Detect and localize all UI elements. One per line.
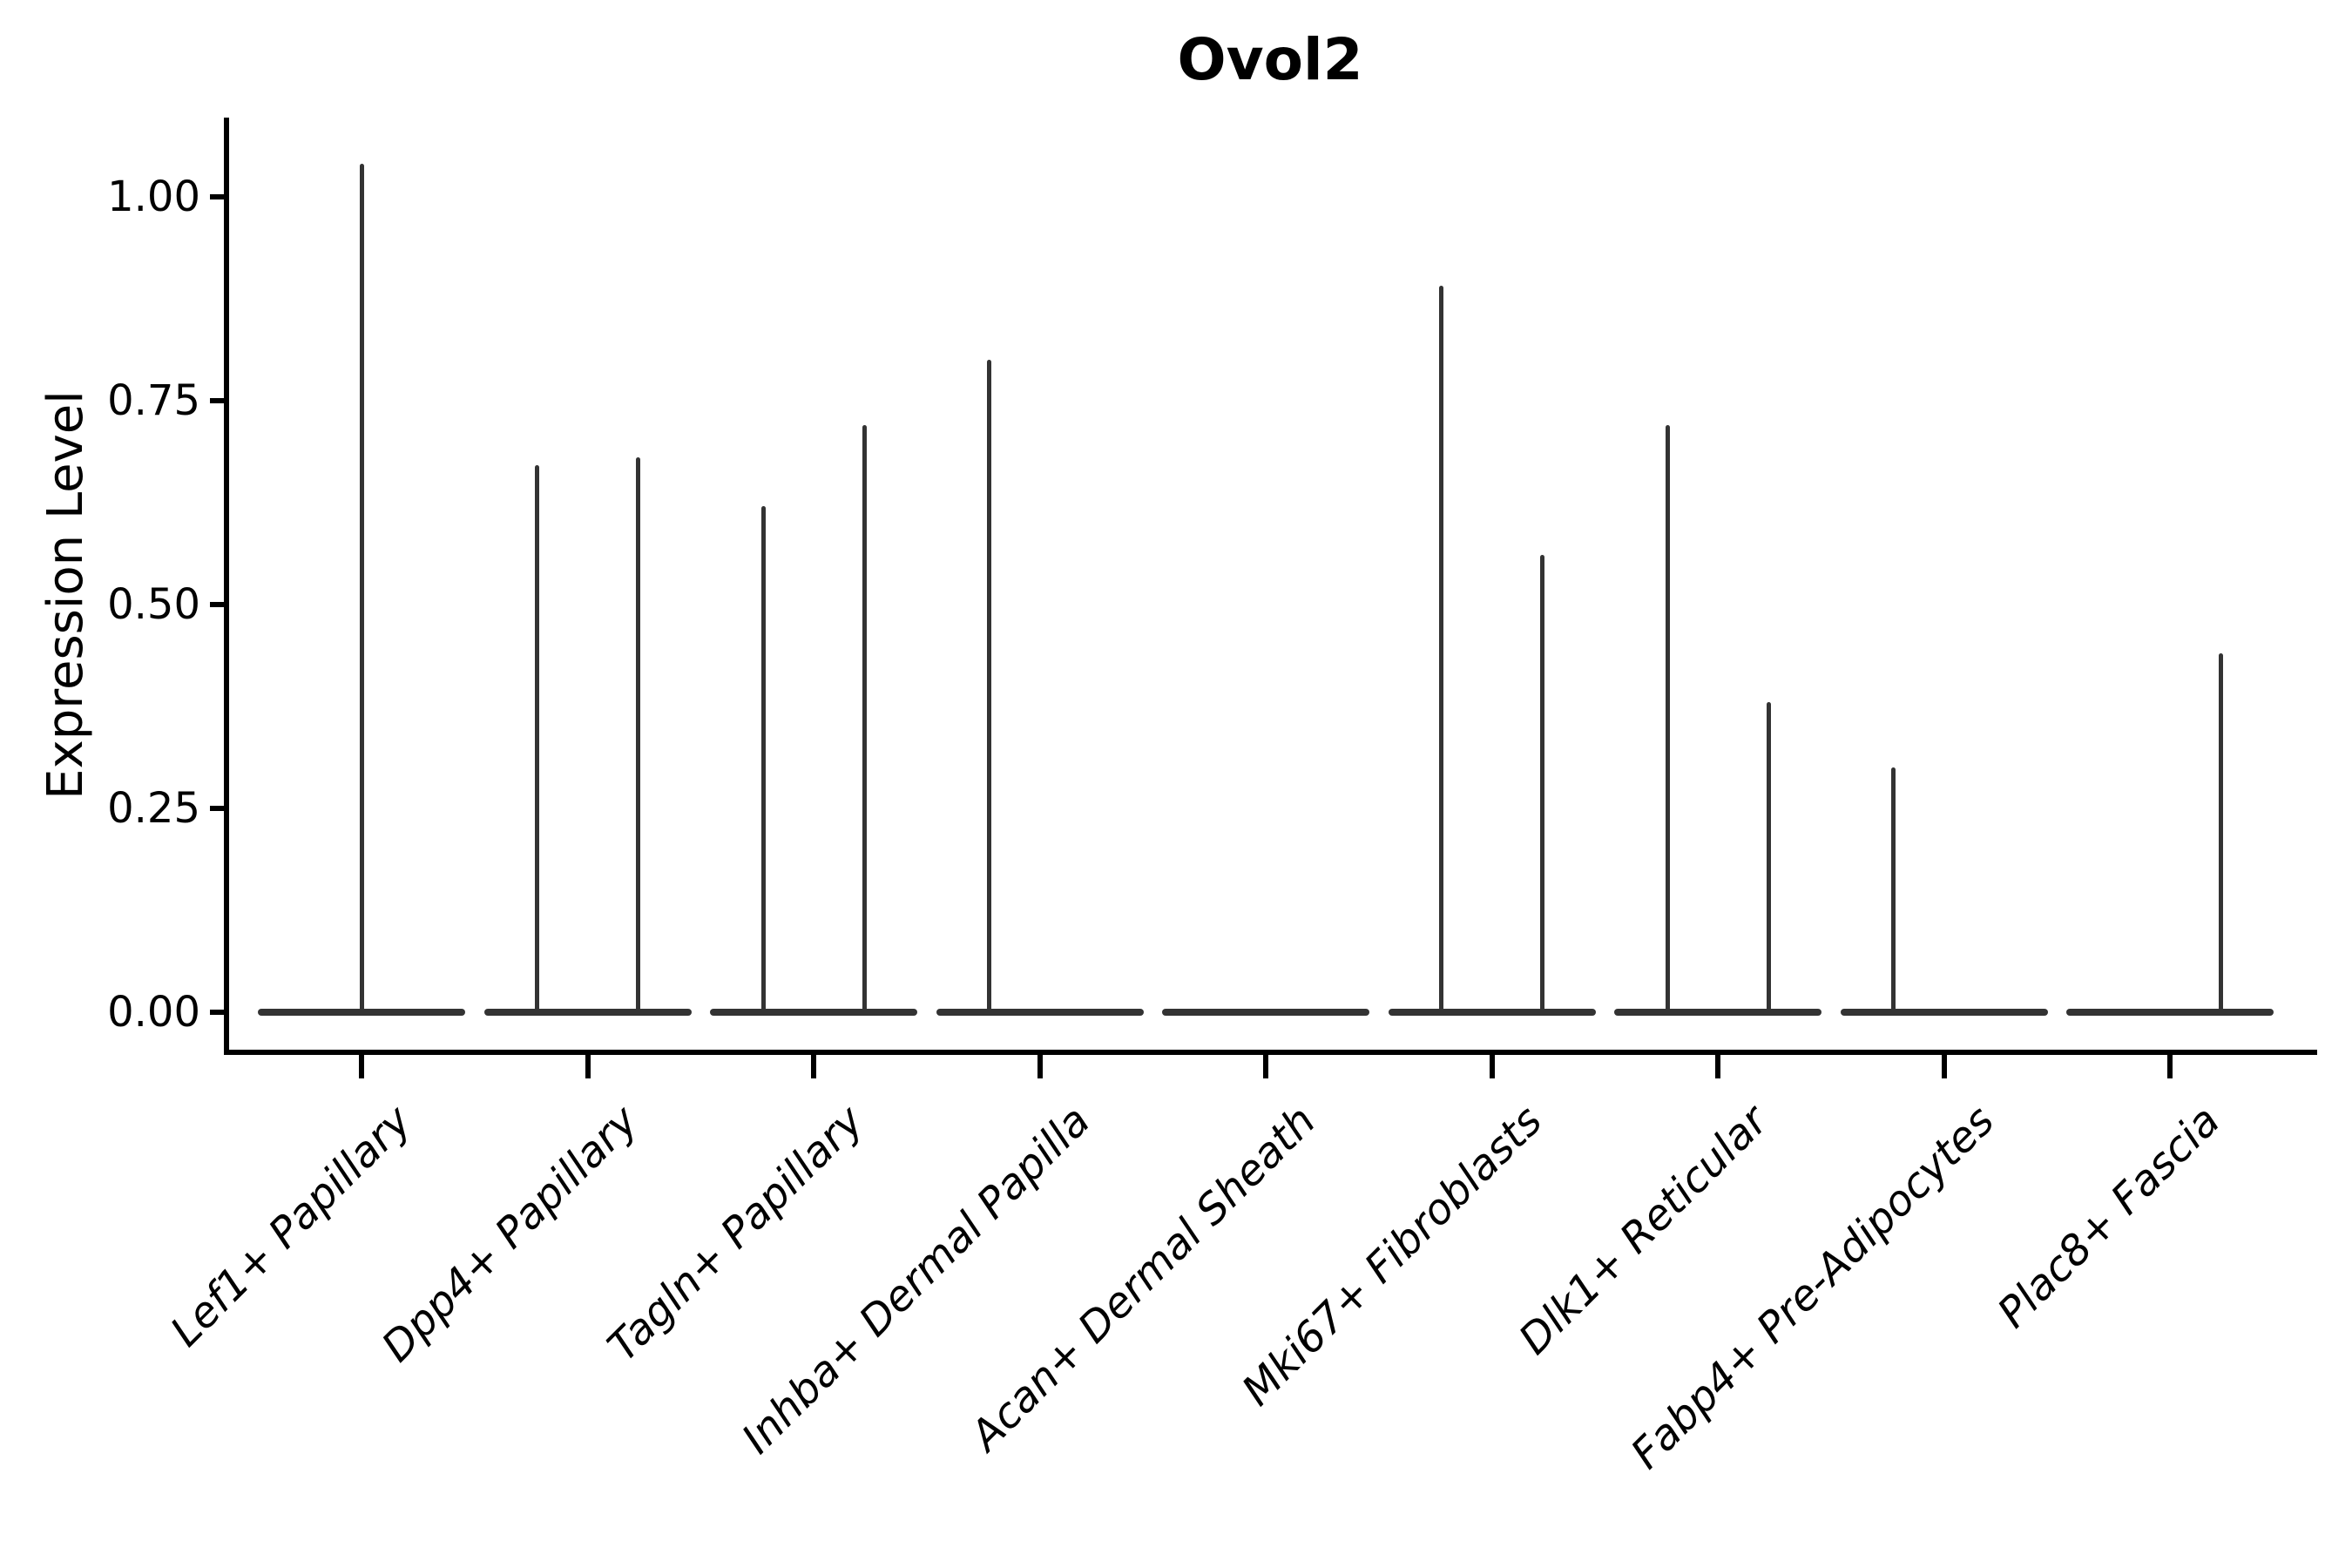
- x-tick-mark: [585, 1055, 591, 1078]
- violin-spike: [1439, 286, 1443, 1016]
- violin-spike: [2218, 652, 2223, 1016]
- x-tick-mark: [1263, 1055, 1268, 1078]
- violin-spike: [359, 164, 364, 1016]
- x-axis-spine: [224, 1050, 2317, 1055]
- violin-spike: [1766, 701, 1771, 1016]
- violin-spike: [535, 465, 539, 1016]
- x-tick-mark: [1715, 1055, 1720, 1078]
- x-tick-mark: [811, 1055, 816, 1078]
- violin-zero-mass: [1162, 1008, 1369, 1016]
- y-tick-label: 1.00: [107, 172, 200, 221]
- violin-spike: [1540, 555, 1544, 1016]
- violin-zero-mass: [2066, 1008, 2274, 1016]
- x-tick-mark: [1037, 1055, 1043, 1078]
- violin-zero-mass: [710, 1008, 917, 1016]
- violin-spike: [862, 424, 867, 1016]
- violin-spike: [636, 457, 640, 1016]
- x-tick-mark: [2167, 1055, 2173, 1078]
- y-tick-mark: [210, 397, 224, 403]
- violin-zero-mass: [1388, 1008, 1596, 1016]
- violin-spike: [760, 506, 766, 1016]
- chart-title: Ovol2: [1177, 26, 1363, 93]
- x-tick-mark: [1941, 1055, 1947, 1078]
- y-tick-mark: [210, 1009, 224, 1015]
- violin-zero-mass: [1614, 1008, 1821, 1016]
- y-tick-label: 0.75: [107, 375, 200, 425]
- violin-zero-mass: [483, 1008, 692, 1016]
- y-tick-mark: [210, 193, 224, 199]
- y-tick-mark: [210, 805, 224, 811]
- x-tick-label: Lef1+ Papillary: [161, 1096, 422, 1356]
- violin-zero-mass: [936, 1008, 1144, 1016]
- y-tick-label: 0.00: [107, 987, 200, 1037]
- x-tick-mark: [359, 1055, 364, 1078]
- y-tick-label: 0.25: [107, 783, 200, 833]
- y-tick-label: 0.50: [107, 579, 200, 629]
- y-tick-mark: [210, 601, 224, 607]
- violin-spike: [1665, 424, 1670, 1016]
- violin-zero-mass: [1840, 1008, 2048, 1016]
- y-axis-spine: [224, 118, 229, 1055]
- violin-spike: [987, 359, 991, 1016]
- violin-spike: [1891, 767, 1896, 1016]
- x-tick-mark: [1489, 1055, 1495, 1078]
